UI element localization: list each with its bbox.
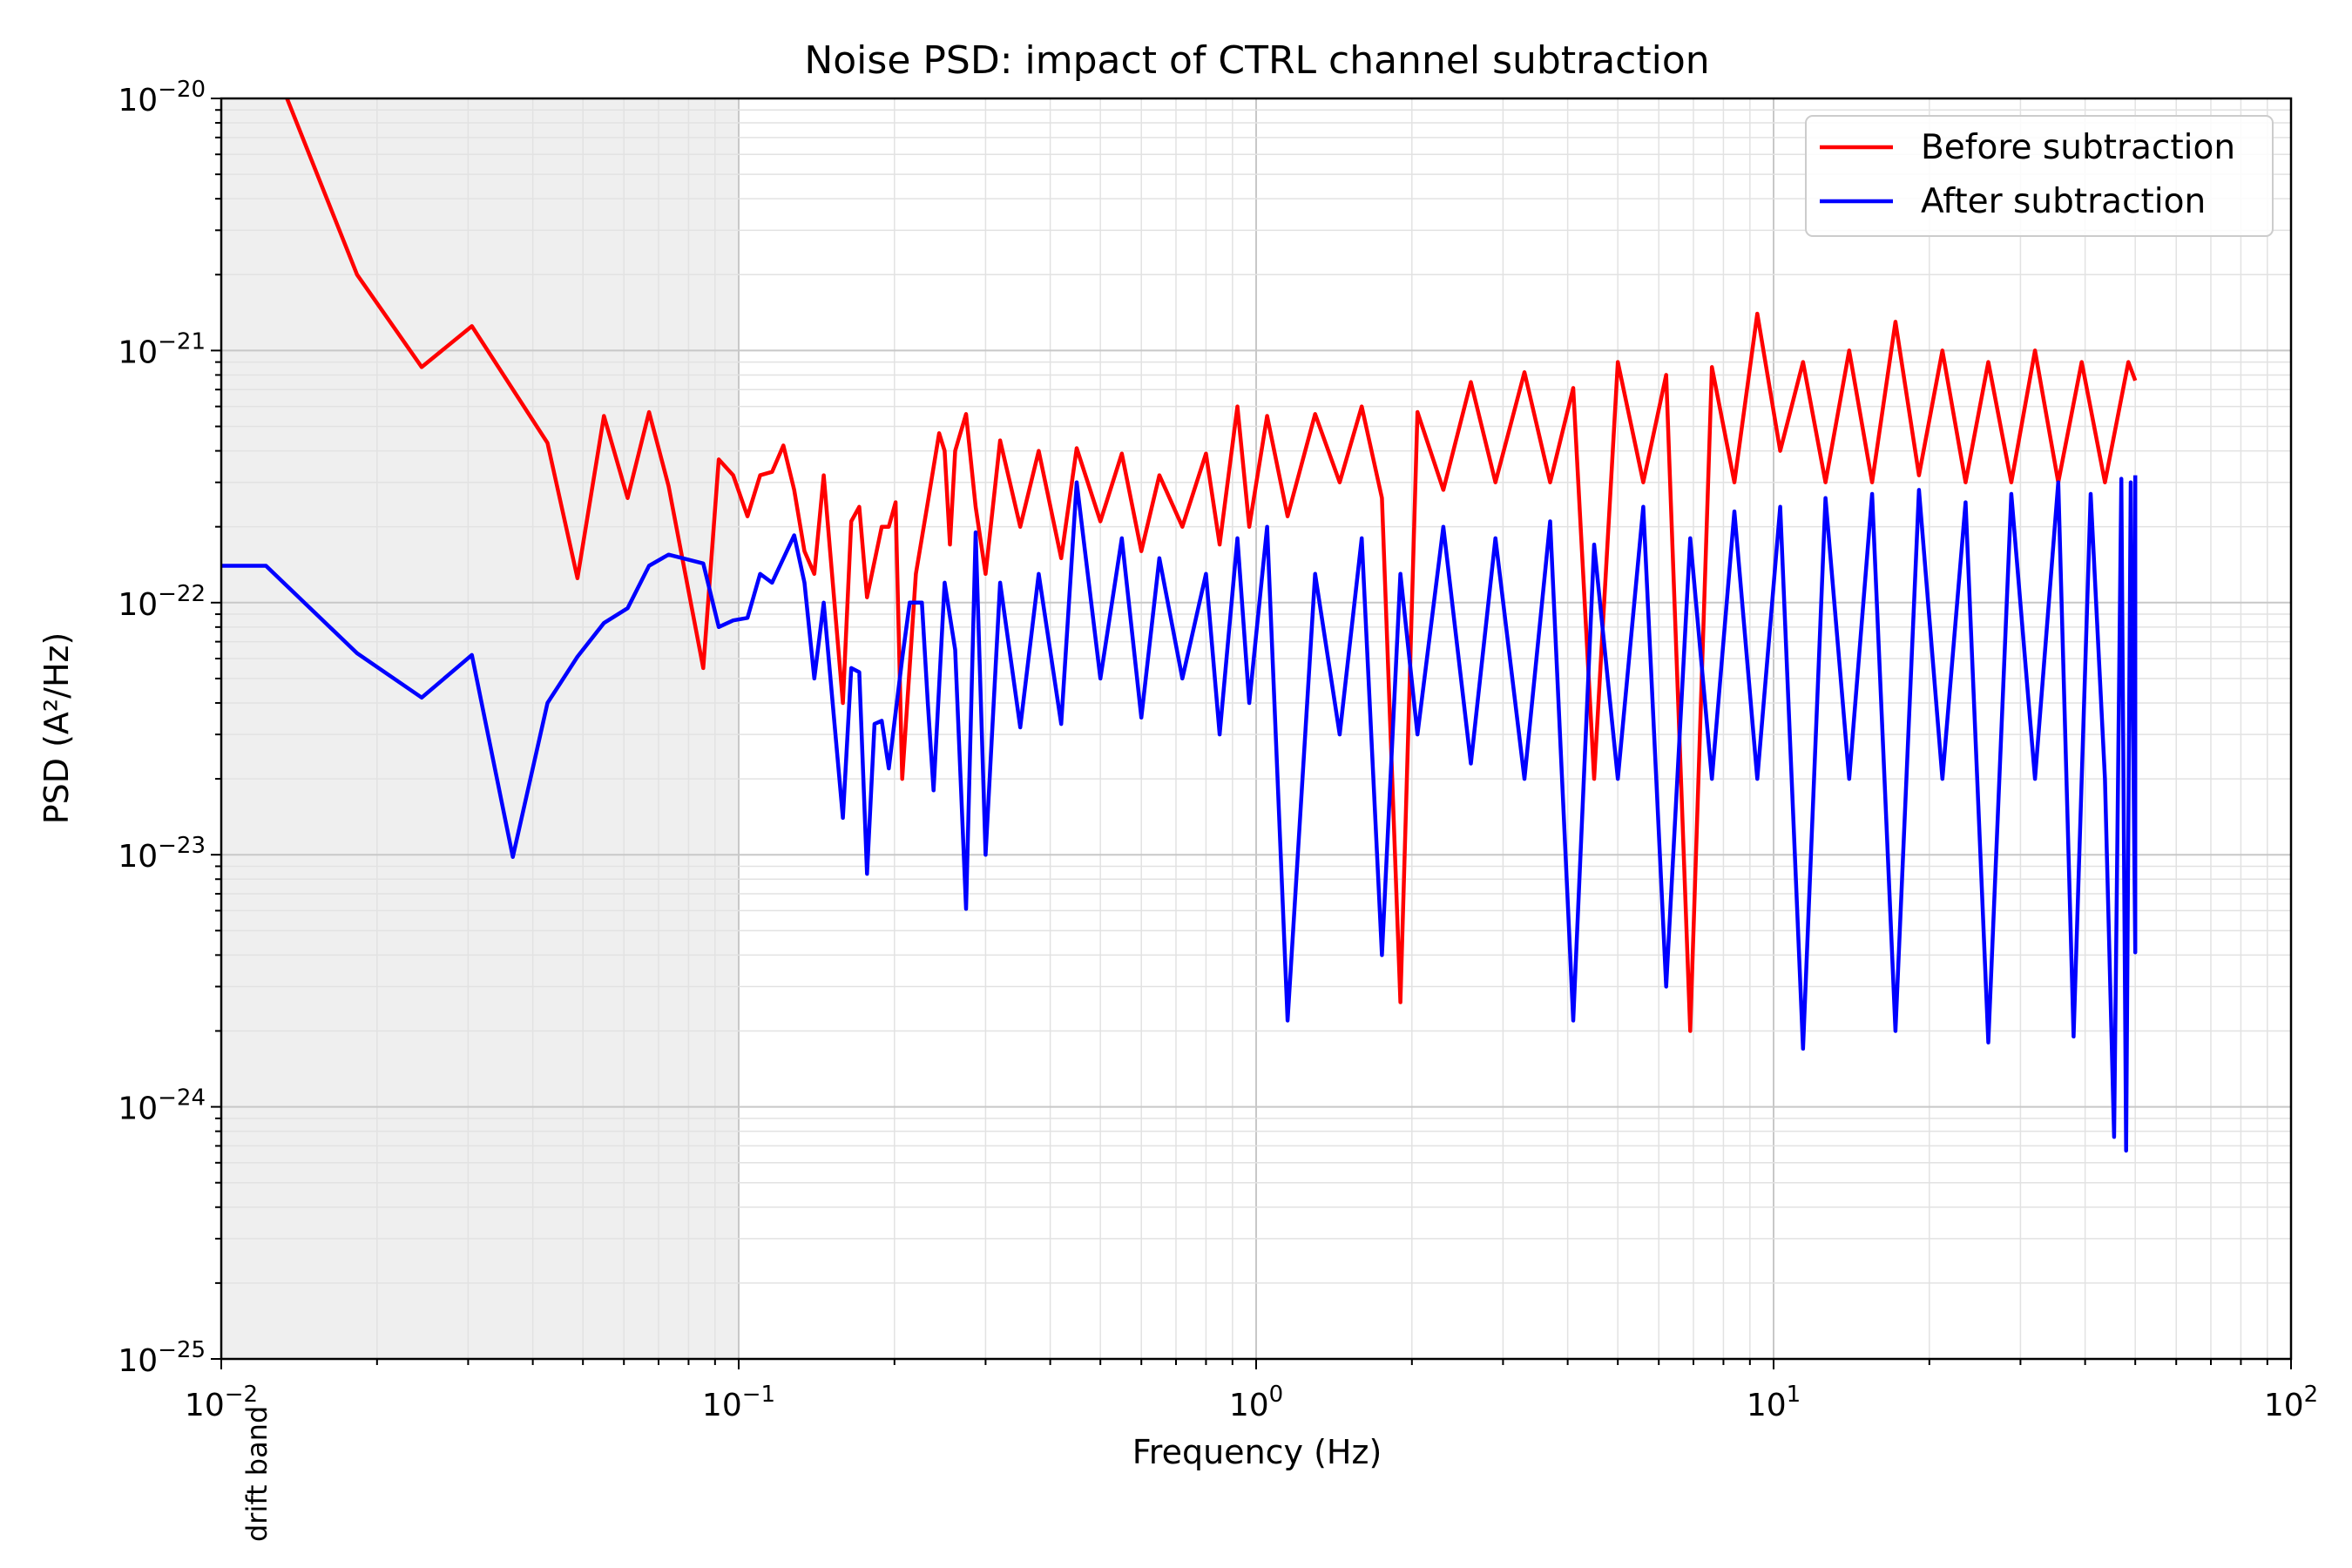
y-tick-label: 10−20 bbox=[118, 77, 206, 118]
legend-box bbox=[1805, 115, 2274, 237]
legend-label-after: After subtraction bbox=[1921, 182, 2206, 221]
chart-title: Noise PSD: impact of CTRL channel subtra… bbox=[804, 38, 1709, 83]
y-tick-label: 10−25 bbox=[118, 1337, 206, 1379]
legend: Before subtraction After subtraction bbox=[1805, 115, 2274, 237]
x-tick-label: 10−2 bbox=[185, 1382, 258, 1423]
series-line-after bbox=[221, 475, 2138, 1153]
tick-labels: 10−2 10−1 100 101 102 10−25 10−24 10−23 10−22 10−… bbox=[118, 77, 2318, 1423]
x-tick-label: 10−1 bbox=[702, 1382, 775, 1423]
y-tick-label: 10−24 bbox=[118, 1085, 206, 1127]
x-tick-label: 102 bbox=[2264, 1382, 2318, 1423]
x-tick-label: 101 bbox=[1747, 1382, 1801, 1423]
x-tick-label: 100 bbox=[1229, 1382, 1283, 1423]
y-tick-label: 10−23 bbox=[118, 833, 206, 875]
plot-area bbox=[221, 98, 2138, 1153]
y-axis-label: PSD (A²/Hz) bbox=[37, 632, 76, 825]
y-tick-label: 10−21 bbox=[118, 328, 206, 370]
grid bbox=[220, 98, 2292, 1360]
x-axis-label: Frequency (Hz) bbox=[1132, 1433, 1382, 1471]
legend-label-before: Before subtraction bbox=[1921, 128, 2235, 167]
y-tick-label: 10−22 bbox=[118, 581, 206, 623]
drift-band-label: drift band bbox=[240, 1406, 274, 1542]
series-line-before bbox=[285, 98, 2138, 1033]
ticks bbox=[211, 98, 2292, 1369]
drift-band bbox=[221, 98, 739, 1359]
